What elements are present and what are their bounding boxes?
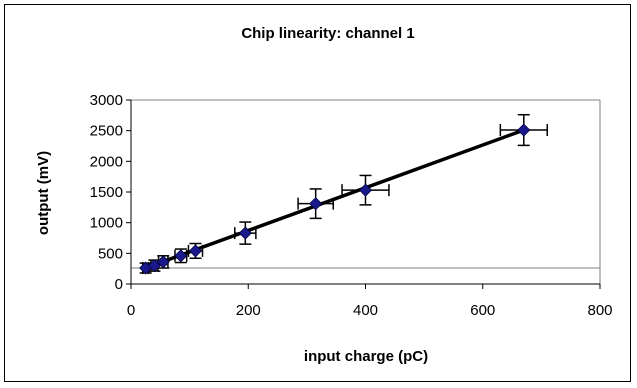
y-tick-label: 2000 — [90, 153, 123, 170]
x-tick-label: 200 — [236, 302, 261, 319]
x-tick-label: 800 — [587, 302, 612, 319]
y-tick-label: 500 — [98, 245, 123, 262]
y-tick-label: 2500 — [90, 123, 123, 140]
data-point — [188, 244, 203, 258]
x-tick-label: 0 — [127, 302, 135, 319]
data-point — [174, 249, 188, 263]
axes: 0 500 1000 1500 2000 2500 3000 0 200 400 600 800 — [90, 92, 613, 319]
data-point — [358, 183, 373, 197]
x-tick-label: 400 — [353, 302, 378, 319]
y-tick-label: 1000 — [90, 215, 123, 232]
x-axis-label: input charge (pC) — [304, 348, 428, 365]
y-axis-label: output (mV) — [35, 151, 52, 235]
data-point — [156, 255, 170, 269]
data-point — [238, 226, 252, 240]
data-point — [517, 123, 531, 137]
x-tick-label: 600 — [470, 302, 495, 319]
data-point — [309, 197, 323, 211]
y-tick-label: 3000 — [90, 92, 123, 109]
data-markers — [139, 123, 531, 275]
y-tick-label: 1500 — [90, 184, 123, 201]
chart-title: Chip linearity: channel 1 — [241, 25, 414, 42]
y-tick-label: 0 — [115, 276, 123, 293]
